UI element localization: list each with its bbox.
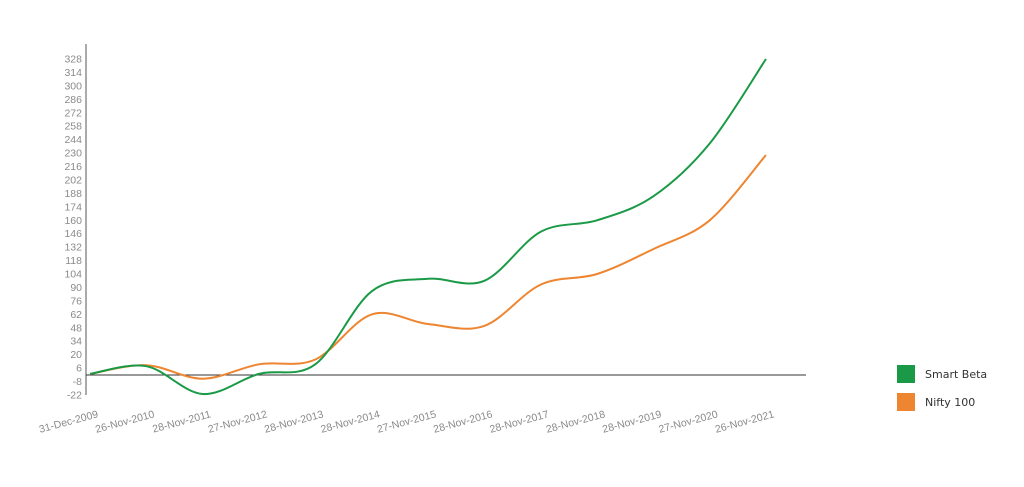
chart-legend: Smart Beta Nifty 100 [897, 364, 987, 420]
y-tick-label: 34 [70, 336, 82, 348]
x-tick-labels: 31-Dec-200926-Nov-201028-Nov-201127-Nov-… [38, 408, 776, 435]
legend-label-nifty-100: Nifty 100 [925, 395, 976, 409]
y-tick-label: 76 [70, 295, 82, 307]
y-tick-label: 90 [70, 282, 82, 294]
legend-swatch-smart-beta [897, 365, 915, 383]
y-tick-label: 188 [64, 188, 82, 200]
series-line-nifty-100 [89, 154, 767, 380]
y-tick-label: 174 [64, 201, 82, 213]
y-tick-label: 314 [64, 67, 82, 79]
legend-swatch-nifty-100 [897, 393, 915, 411]
x-tick-label: 28-Nov-2019 [601, 408, 663, 435]
series-line-smart-beta [89, 58, 767, 396]
y-tick-label: 20 [70, 349, 82, 361]
legend-label-smart-beta: Smart Beta [925, 367, 988, 381]
y-tick-label: 258 [64, 121, 82, 133]
x-tick-label: 26-Nov-2010 [94, 408, 156, 435]
series-lines [89, 58, 767, 396]
x-tick-label: 26-Nov-2021 [714, 408, 776, 435]
x-tick-label: 28-Nov-2016 [432, 408, 494, 435]
x-tick-label: 27-Nov-2015 [376, 408, 438, 435]
y-tick-label: -8 [73, 376, 82, 388]
y-tick-label: 272 [64, 107, 82, 119]
y-tick-label: 328 [64, 54, 82, 66]
legend-item-smart-beta[interactable]: Smart Beta [897, 364, 987, 384]
y-tick-label: 118 [65, 255, 82, 267]
y-tick-label: 286 [64, 94, 82, 106]
y-tick-label: 132 [64, 242, 82, 254]
y-tick-label: 146 [64, 228, 82, 240]
y-tick-label: 202 [64, 174, 82, 186]
y-tick-label: 104 [64, 269, 82, 281]
x-tick-label: 27-Nov-2012 [207, 408, 269, 435]
y-tick-label: 230 [64, 148, 82, 160]
y-tick-label: 160 [64, 215, 82, 227]
y-tick-label: 48 [70, 322, 82, 334]
y-tick-label: 244 [64, 134, 82, 146]
x-tick-label: 28-Nov-2013 [263, 408, 325, 435]
y-tick-label: 300 [64, 80, 82, 92]
x-tick-label: 27-Nov-2020 [657, 408, 719, 435]
y-tick-label: 6 [76, 363, 82, 375]
x-tick-label: 31-Dec-2009 [38, 408, 100, 435]
x-tick-label: 28-Nov-2014 [319, 408, 381, 435]
y-tick-label: -22 [67, 390, 82, 402]
legend-item-nifty-100[interactable]: Nifty 100 [897, 392, 987, 412]
x-tick-label: 28-Nov-2018 [545, 408, 607, 435]
x-tick-label: 28-Nov-2017 [488, 408, 550, 435]
x-tick-label: 28-Nov-2011 [151, 408, 212, 435]
y-tick-label: 62 [70, 309, 82, 321]
y-tick-label: 216 [64, 161, 82, 173]
